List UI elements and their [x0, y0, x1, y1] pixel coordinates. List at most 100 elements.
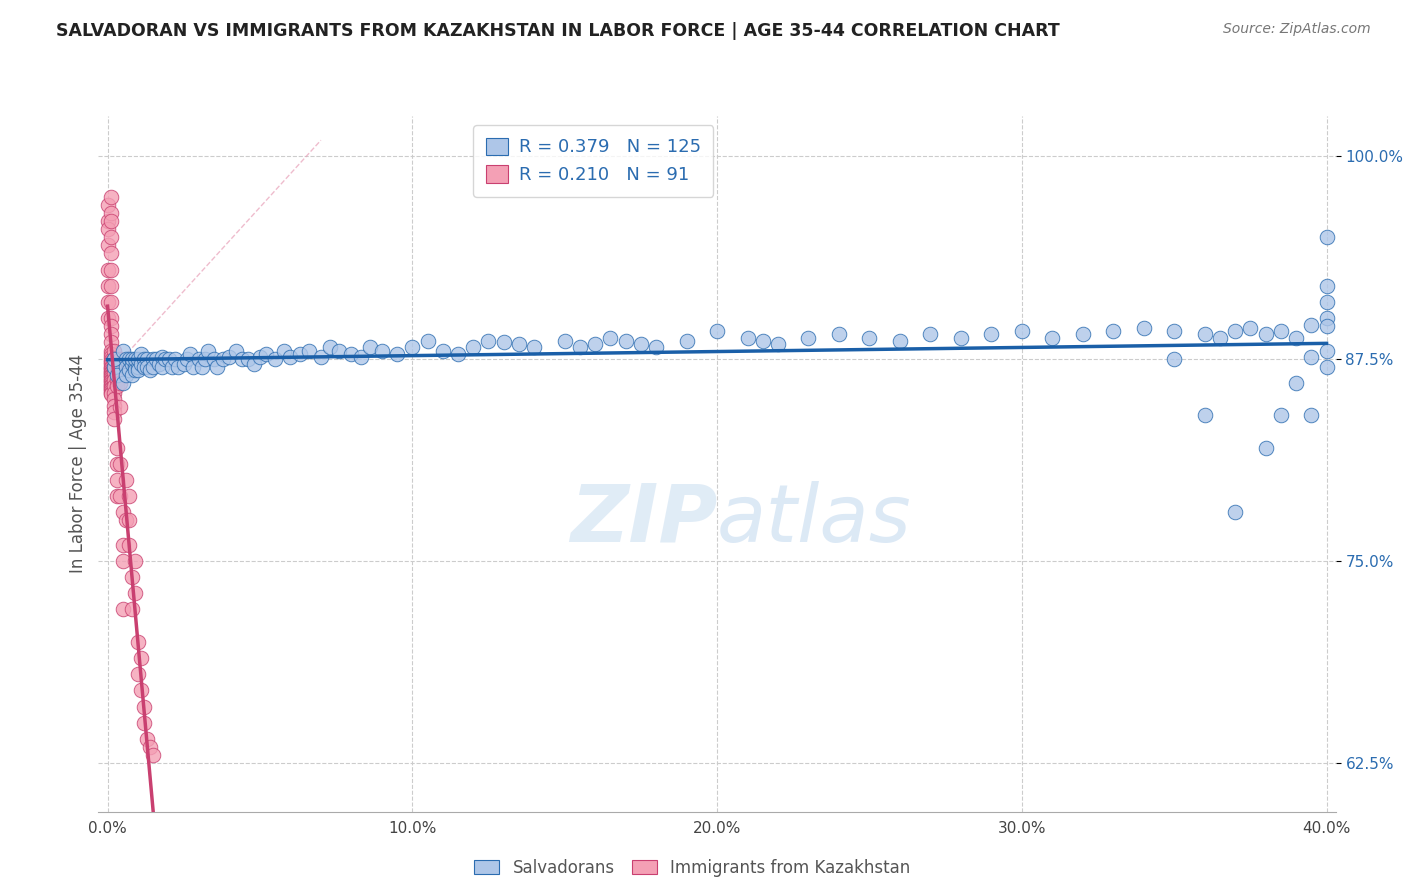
Point — [97, 295, 120, 310]
Point — [100, 368, 122, 382]
Point — [100, 246, 122, 260]
Point — [100, 385, 122, 400]
Point — [173, 357, 195, 371]
Point — [129, 651, 152, 665]
Point — [1301, 409, 1323, 423]
Point — [105, 359, 128, 374]
Point — [152, 350, 174, 364]
Point — [100, 262, 122, 277]
Point — [108, 351, 131, 366]
Point — [100, 374, 122, 388]
Point — [179, 347, 201, 361]
Point — [523, 340, 546, 354]
Point — [349, 350, 371, 364]
Point — [463, 340, 485, 354]
Point — [191, 359, 214, 374]
Point — [100, 376, 122, 390]
Point — [328, 343, 350, 358]
Point — [115, 351, 138, 366]
Point — [1194, 327, 1216, 342]
Point — [614, 334, 637, 348]
Point — [176, 351, 198, 366]
Point — [1315, 295, 1337, 310]
Point — [166, 359, 188, 374]
Point — [1223, 505, 1246, 519]
Point — [100, 206, 122, 220]
Point — [447, 347, 470, 361]
Point — [100, 278, 122, 293]
Point — [129, 347, 152, 361]
Point — [254, 347, 277, 361]
Point — [309, 350, 332, 364]
Point — [599, 331, 621, 345]
Point — [1315, 278, 1337, 293]
Point — [264, 351, 287, 366]
Point — [100, 355, 122, 369]
Point — [1315, 359, 1337, 374]
Point — [97, 222, 120, 236]
Point — [1301, 350, 1323, 364]
Point — [124, 351, 146, 366]
Point — [100, 366, 122, 380]
Point — [115, 473, 138, 487]
Point — [103, 366, 125, 380]
Point — [139, 363, 162, 377]
Point — [1285, 331, 1308, 345]
Text: ZIP: ZIP — [569, 481, 717, 558]
Point — [359, 340, 381, 354]
Point — [100, 384, 122, 398]
Point — [218, 350, 240, 364]
Point — [100, 190, 122, 204]
Point — [1163, 351, 1185, 366]
Point — [111, 538, 134, 552]
Point — [105, 366, 128, 380]
Point — [225, 343, 247, 358]
Text: atlas: atlas — [717, 481, 912, 558]
Point — [249, 350, 271, 364]
Point — [134, 715, 156, 730]
Point — [100, 369, 122, 384]
Point — [124, 363, 146, 377]
Point — [385, 347, 408, 361]
Point — [121, 602, 143, 616]
Point — [124, 554, 146, 568]
Point — [134, 699, 156, 714]
Point — [103, 359, 125, 374]
Point — [1102, 324, 1125, 338]
Point — [105, 379, 128, 393]
Point — [108, 457, 131, 471]
Point — [207, 359, 229, 374]
Point — [103, 373, 125, 387]
Point — [118, 363, 141, 377]
Point — [155, 351, 177, 366]
Point — [288, 347, 311, 361]
Point — [202, 351, 225, 366]
Point — [142, 748, 165, 763]
Point — [111, 505, 134, 519]
Point — [236, 351, 259, 366]
Point — [118, 513, 141, 527]
Point — [142, 359, 165, 374]
Point — [1011, 324, 1033, 338]
Point — [1239, 321, 1261, 335]
Point — [152, 359, 174, 374]
Point — [280, 350, 302, 364]
Point — [105, 441, 128, 455]
Point — [148, 357, 170, 371]
Point — [737, 331, 759, 345]
Point — [115, 368, 138, 382]
Point — [105, 489, 128, 503]
Point — [100, 230, 122, 244]
Point — [108, 489, 131, 503]
Point — [103, 411, 125, 425]
Point — [181, 359, 204, 374]
Point — [136, 351, 159, 366]
Point — [1071, 327, 1094, 342]
Point — [103, 363, 125, 377]
Point — [1132, 321, 1154, 335]
Point — [111, 343, 134, 358]
Point — [554, 334, 576, 348]
Point — [136, 731, 159, 746]
Point — [319, 340, 342, 354]
Text: SALVADORAN VS IMMIGRANTS FROM KAZAKHSTAN IN LABOR FORCE | AGE 35-44 CORRELATION : SALVADORAN VS IMMIGRANTS FROM KAZAKHSTAN… — [56, 22, 1060, 40]
